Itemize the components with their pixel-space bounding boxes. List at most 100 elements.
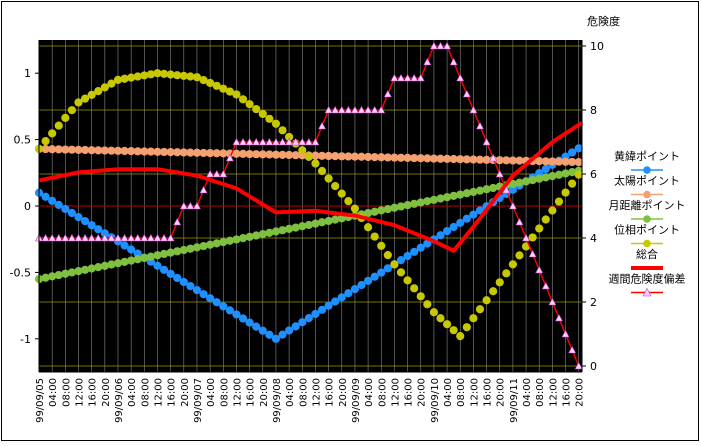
x-tick-label: 20:00	[259, 378, 270, 407]
data-point	[304, 313, 313, 323]
series-line	[38, 121, 584, 253]
data-point	[469, 187, 478, 197]
data-point	[67, 208, 77, 218]
series-1	[34, 144, 583, 167]
data-point	[245, 232, 254, 241]
x-tick-label: 20:00	[417, 378, 428, 407]
data-point	[94, 233, 103, 242]
data-point	[120, 233, 129, 242]
data-point	[317, 218, 327, 227]
data-point	[390, 203, 399, 212]
data-point	[442, 227, 452, 236]
data-point	[502, 185, 511, 194]
data-point	[41, 137, 50, 146]
data-point	[429, 308, 439, 317]
data-point	[528, 175, 537, 185]
y-right-tick-label: 0	[590, 360, 597, 373]
data-point	[278, 137, 287, 146]
data-point	[278, 330, 287, 339]
data-point	[390, 260, 399, 269]
data-point	[469, 210, 478, 219]
data-point	[74, 212, 83, 222]
data-point	[331, 297, 340, 306]
data-point	[449, 222, 458, 232]
data-point	[462, 323, 471, 332]
data-point	[278, 126, 287, 135]
data-point	[554, 170, 564, 179]
data-point	[304, 220, 313, 230]
data-point	[252, 104, 261, 114]
data-point	[206, 78, 215, 88]
data-point	[159, 249, 169, 259]
data-point	[396, 268, 406, 277]
data-point	[192, 201, 201, 210]
data-point	[298, 318, 307, 327]
data-point	[61, 233, 70, 242]
data-point	[482, 185, 491, 194]
data-point	[232, 90, 241, 99]
data-point	[515, 178, 524, 187]
data-point	[363, 276, 373, 285]
data-point	[449, 191, 458, 200]
series-layer	[34, 41, 584, 370]
data-point	[291, 322, 300, 331]
data-point	[548, 171, 557, 181]
data-point	[396, 256, 406, 265]
legend-swatch-marker	[643, 239, 651, 248]
data-point	[541, 164, 550, 174]
data-point	[383, 204, 392, 214]
data-point	[186, 72, 195, 81]
data-point	[74, 98, 83, 107]
data-point	[311, 137, 320, 146]
data-point	[515, 217, 524, 226]
x-tick-label: 12:00	[311, 378, 322, 407]
data-point	[107, 79, 116, 88]
x-tick-label: 04:00	[48, 378, 59, 407]
data-point	[159, 265, 169, 274]
data-point	[166, 70, 175, 79]
data-point	[383, 264, 392, 273]
data-point	[462, 89, 471, 98]
data-point	[54, 233, 63, 242]
data-point	[298, 222, 307, 231]
y-right-tick-label: 10	[590, 40, 604, 53]
x-tick-label: 16:00	[562, 378, 573, 407]
data-point	[475, 121, 484, 130]
data-point	[344, 289, 353, 298]
data-point	[442, 193, 452, 202]
series-3	[34, 69, 583, 341]
data-point	[258, 230, 267, 239]
data-point	[252, 137, 261, 146]
data-point	[41, 192, 50, 201]
x-tick-label: 08:00	[61, 378, 72, 407]
data-point	[173, 217, 182, 226]
data-point	[153, 251, 162, 260]
data-point	[541, 281, 550, 290]
x-tick-label: 99/09/07	[193, 378, 204, 423]
x-tick-label: 04:00	[522, 378, 533, 407]
y-right-tick-label: 2	[590, 296, 597, 309]
data-point	[127, 245, 136, 254]
data-point	[370, 232, 379, 241]
data-point	[554, 313, 563, 322]
data-point	[41, 233, 50, 242]
data-point	[561, 169, 570, 178]
data-point	[238, 314, 248, 323]
series-5	[34, 41, 583, 370]
x-tick-label: 04:00	[206, 378, 217, 407]
data-point	[225, 306, 234, 315]
data-point	[61, 204, 70, 214]
data-point	[225, 236, 234, 245]
data-point	[410, 73, 419, 82]
data-point	[140, 253, 149, 263]
data-point	[179, 245, 188, 255]
data-point	[107, 233, 116, 242]
legend-label: 太陽ポイント	[614, 175, 680, 188]
data-point	[317, 166, 327, 176]
data-point	[80, 94, 90, 103]
x-tick-label: 12:00	[469, 378, 480, 407]
data-point	[403, 276, 412, 285]
data-point	[271, 137, 280, 146]
data-point	[390, 73, 399, 82]
